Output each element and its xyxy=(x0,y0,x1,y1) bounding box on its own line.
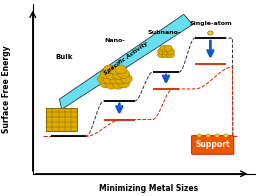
Circle shape xyxy=(164,45,172,51)
Circle shape xyxy=(100,70,112,78)
Circle shape xyxy=(100,79,112,88)
Circle shape xyxy=(160,45,168,51)
Text: Subnano-: Subnano- xyxy=(147,30,181,35)
Circle shape xyxy=(106,71,117,79)
Text: Nano-: Nano- xyxy=(104,38,125,43)
FancyBboxPatch shape xyxy=(192,136,234,154)
Polygon shape xyxy=(59,14,193,109)
Circle shape xyxy=(162,48,170,54)
Circle shape xyxy=(121,74,132,83)
Text: Surface Free Energy: Surface Free Energy xyxy=(2,45,11,133)
Circle shape xyxy=(157,48,166,54)
Text: Single-atom: Single-atom xyxy=(189,21,232,26)
Circle shape xyxy=(106,80,117,89)
Circle shape xyxy=(162,52,170,58)
Circle shape xyxy=(118,79,130,88)
Circle shape xyxy=(112,71,124,79)
Circle shape xyxy=(167,52,175,58)
Circle shape xyxy=(206,134,210,137)
Circle shape xyxy=(157,52,166,58)
Circle shape xyxy=(197,134,202,137)
Circle shape xyxy=(112,80,124,89)
Circle shape xyxy=(103,65,115,74)
Circle shape xyxy=(208,31,213,35)
Circle shape xyxy=(109,66,121,74)
Text: Specific Activity: Specific Activity xyxy=(103,41,149,76)
Circle shape xyxy=(115,65,126,74)
Text: Bulk: Bulk xyxy=(55,54,73,60)
Circle shape xyxy=(215,134,219,137)
Circle shape xyxy=(115,75,126,84)
Circle shape xyxy=(167,48,175,54)
Text: Support: Support xyxy=(195,141,230,149)
Circle shape xyxy=(103,75,115,84)
Circle shape xyxy=(98,74,109,83)
Circle shape xyxy=(224,134,228,137)
Circle shape xyxy=(118,70,130,78)
Circle shape xyxy=(109,75,121,84)
Text: Minimizing Metal Sizes: Minimizing Metal Sizes xyxy=(99,184,198,193)
Bar xyxy=(46,108,77,131)
